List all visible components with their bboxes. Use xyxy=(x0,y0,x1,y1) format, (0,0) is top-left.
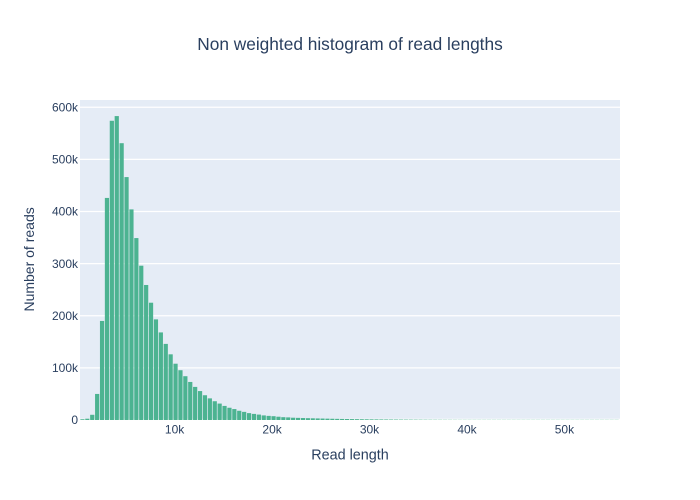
svg-text:50k: 50k xyxy=(555,423,575,437)
svg-text:300k: 300k xyxy=(52,257,79,271)
svg-text:400k: 400k xyxy=(52,205,79,219)
svg-text:100k: 100k xyxy=(52,361,79,375)
svg-text:Non weighted histogram of read: Non weighted histogram of read lengths xyxy=(197,34,503,54)
svg-text:30k: 30k xyxy=(360,423,380,437)
svg-text:Number of reads: Number of reads xyxy=(21,207,37,311)
svg-text:500k: 500k xyxy=(52,153,79,167)
svg-text:20k: 20k xyxy=(262,423,282,437)
svg-text:0: 0 xyxy=(71,413,78,427)
svg-text:Read length: Read length xyxy=(311,448,389,464)
svg-text:40k: 40k xyxy=(457,423,477,437)
svg-text:10k: 10k xyxy=(165,423,185,437)
svg-text:600k: 600k xyxy=(52,100,79,114)
svg-text:200k: 200k xyxy=(52,309,79,323)
